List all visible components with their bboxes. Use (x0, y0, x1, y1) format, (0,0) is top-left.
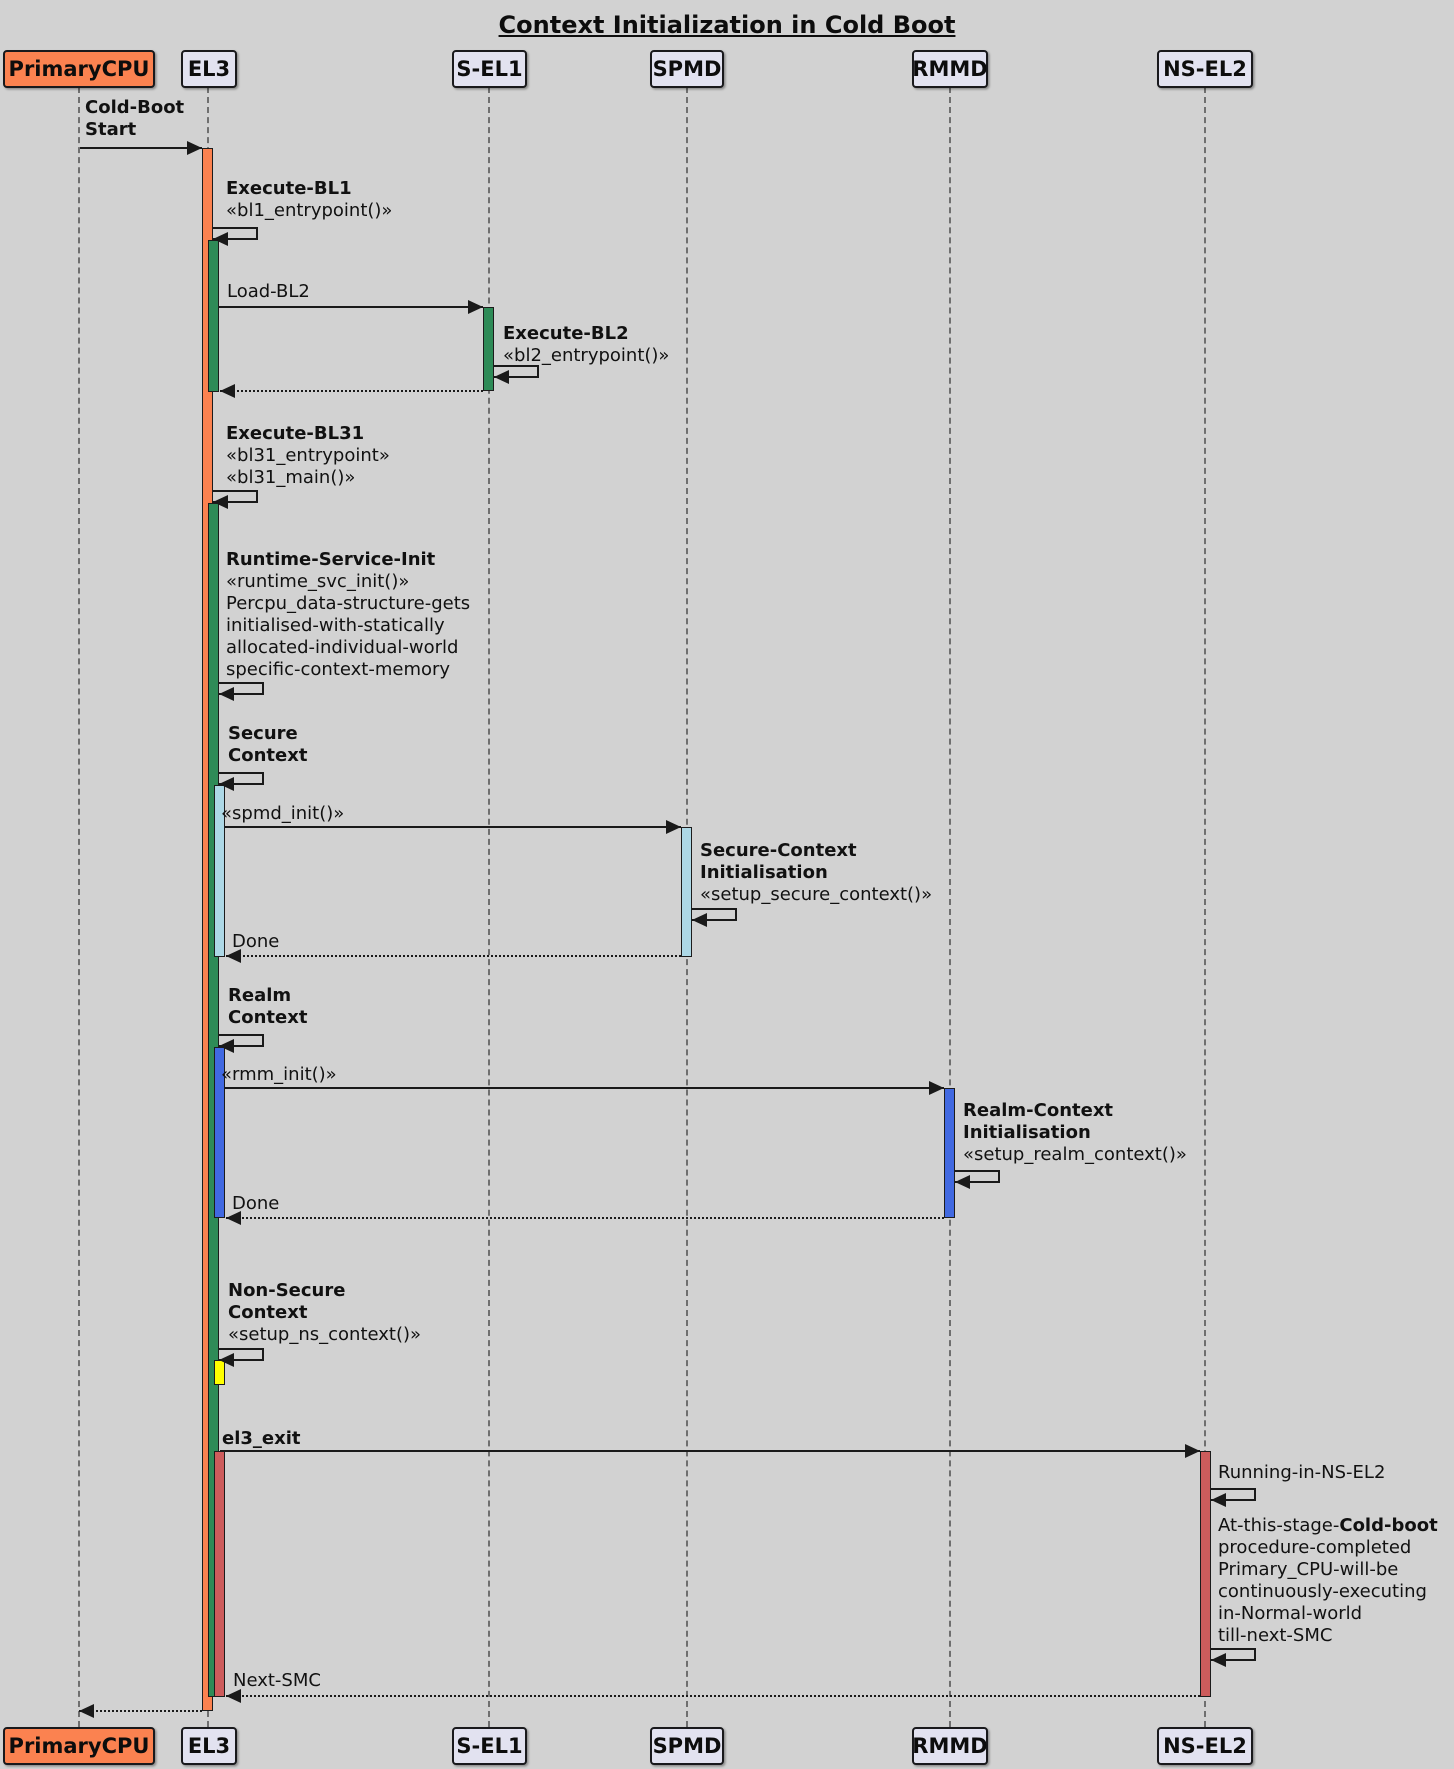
message-next-smc: Next-SMC (233, 1670, 321, 1691)
lifeline-s-el1 (488, 87, 490, 1727)
message-realm-context-init: Realm-Context Initialisation «setup_real… (963, 1100, 1187, 1165)
participant-el3-top: EL3 (181, 50, 237, 88)
activation-s-el1-green (483, 307, 494, 391)
self-loop-head-cold-boot-complete (1211, 1653, 1226, 1667)
self-loop-secure-context (219, 772, 264, 785)
participant-rmmd-bottom: RMMD (912, 1727, 988, 1765)
diagram-title: Context Initialization in Cold Boot (498, 11, 956, 39)
message-execute-bl31: Execute-BL31 «bl31_entrypoint» «bl31_mai… (226, 423, 390, 488)
arrow-return-primarycpu (79, 1710, 202, 1712)
message-secure-context-init: Secure-Context Initialisation «setup_sec… (700, 840, 933, 905)
arrowhead-return-bl2 (220, 384, 235, 398)
self-loop-runtime-service-init (219, 682, 264, 695)
self-loop-head-secure-context (219, 777, 234, 791)
message-spmd-init: «spmd_init()» (221, 803, 345, 824)
self-loop-secure-context-init (692, 908, 737, 921)
message-rmm-init: «rmm_init()» (221, 1064, 337, 1085)
activation-rmmd-realm-context (944, 1088, 955, 1218)
arrowhead-next-smc (226, 1689, 241, 1703)
participant-el3-bottom: EL3 (181, 1727, 237, 1765)
self-loop-cold-boot-complete (1211, 1648, 1256, 1661)
participant-s-el1-top: S-EL1 (452, 50, 527, 88)
self-loop-head-runtime-service-init (219, 687, 234, 701)
participant-primarycpu-top: PrimaryCPU (3, 50, 155, 88)
arrowhead-return-primarycpu (79, 1704, 94, 1718)
arrow-rmm-init (225, 1087, 944, 1089)
message-secure-context: Secure Context (228, 723, 308, 766)
message-cold-boot-complete: At-this-stage-Cold-boot procedure-comple… (1218, 1515, 1438, 1646)
activation-el3-green-bl1 (208, 240, 219, 392)
message-cold-boot-start: Cold-Boot Start (85, 97, 185, 140)
participant-ns-el2-top: NS-EL2 (1157, 50, 1253, 88)
self-loop-realm-context (219, 1034, 264, 1047)
message-non-secure-context: Non-Secure Context «setup_ns_context()» (228, 1280, 422, 1345)
arrowhead-rmm-init (929, 1081, 944, 1095)
arrowhead-done-realm (226, 1211, 241, 1225)
activation-ns-el2-red (1200, 1451, 1211, 1697)
self-loop-head-running-ns-el2 (1211, 1493, 1226, 1507)
activation-el3-red (214, 1451, 225, 1697)
arrow-spmd-init (225, 826, 681, 828)
arrow-next-smc (226, 1695, 1200, 1697)
self-loop-non-secure-context (219, 1348, 264, 1361)
self-loop-head-realm-context-init (955, 1175, 970, 1189)
participant-s-el1-bottom: S-EL1 (452, 1727, 527, 1765)
arrow-done-realm (226, 1217, 944, 1219)
self-loop-execute-bl2 (494, 365, 539, 378)
self-loop-execute-bl1 (213, 227, 258, 240)
arrow-cold-boot-start (80, 147, 202, 149)
self-loop-head-execute-bl1 (213, 232, 228, 246)
message-runtime-service-init: Runtime-Service-Init «runtime_svc_init()… (226, 549, 471, 680)
lifeline-primarycpu (78, 87, 80, 1727)
participant-spmd-bottom: SPMD (650, 1727, 724, 1765)
lifeline-ns-el2 (1204, 87, 1206, 1727)
message-load-bl2: Load-BL2 (227, 281, 310, 302)
arrow-return-bl2 (220, 390, 483, 392)
arrow-done-secure (226, 955, 681, 957)
arrowhead-el3-exit (1185, 1444, 1200, 1458)
message-execute-bl2: Execute-BL2 «bl2_entrypoint()» (503, 323, 670, 366)
self-loop-head-realm-context (219, 1039, 234, 1053)
message-running-ns-el2: Running-in-NS-EL2 (1218, 1462, 1386, 1483)
arrow-load-bl2 (219, 306, 483, 308)
participant-ns-el2-bottom: NS-EL2 (1157, 1727, 1253, 1765)
self-loop-realm-context-init (955, 1170, 1000, 1183)
lifeline-rmmd (949, 87, 951, 1727)
self-loop-head-execute-bl31 (213, 495, 228, 509)
activation-spmd-secure-context (681, 827, 692, 957)
self-loop-head-secure-context-init (692, 913, 707, 927)
arrow-el3-exit (220, 1450, 1200, 1452)
arrowhead-done-secure (226, 949, 241, 963)
arrowhead-cold-boot-start (187, 141, 202, 155)
message-done-realm: Done (232, 1193, 280, 1214)
self-loop-head-execute-bl2 (494, 370, 509, 384)
message-execute-bl1: Execute-BL1 «bl1_entrypoint()» (226, 178, 393, 221)
arrowhead-load-bl2 (468, 300, 483, 314)
self-loop-head-non-secure-context (219, 1353, 234, 1367)
self-loop-running-ns-el2 (1211, 1488, 1256, 1501)
arrowhead-spmd-init (666, 820, 681, 834)
participant-spmd-top: SPMD (650, 50, 724, 88)
participant-primarycpu-bottom: PrimaryCPU (3, 1727, 155, 1765)
participant-rmmd-top: RMMD (912, 50, 988, 88)
message-done-secure: Done (232, 931, 280, 952)
self-loop-execute-bl31 (213, 490, 258, 503)
message-realm-context: Realm Context (228, 985, 308, 1028)
message-el3-exit: el3_exit (222, 1428, 301, 1449)
